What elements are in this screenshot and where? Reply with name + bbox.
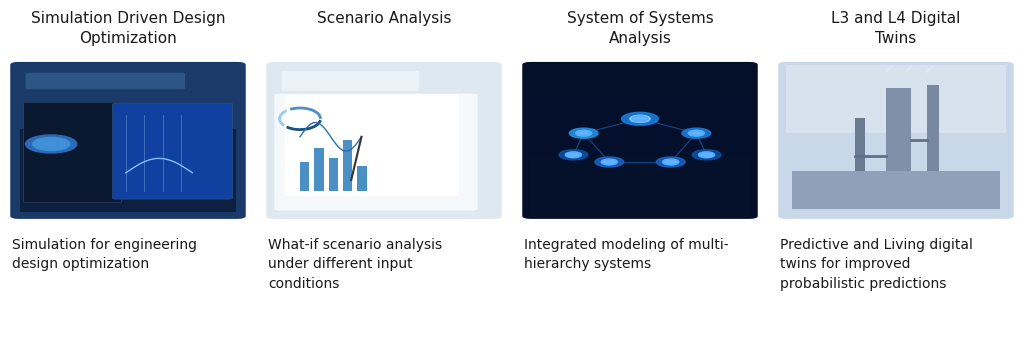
Text: Scenario Analysis: Scenario Analysis <box>316 11 452 26</box>
Circle shape <box>601 159 617 165</box>
Circle shape <box>698 152 715 158</box>
Circle shape <box>630 115 650 122</box>
FancyBboxPatch shape <box>10 62 246 219</box>
FancyBboxPatch shape <box>530 156 750 186</box>
Circle shape <box>632 116 648 122</box>
FancyBboxPatch shape <box>778 62 1014 219</box>
Circle shape <box>33 138 70 150</box>
Circle shape <box>688 130 705 136</box>
Circle shape <box>622 112 658 125</box>
Circle shape <box>26 135 77 153</box>
Text: Predictive and Living digital
twins for improved
probabilistic predictions: Predictive and Living digital twins for … <box>780 238 973 291</box>
Text: Simulation Driven Design
Optimization: Simulation Driven Design Optimization <box>31 11 225 46</box>
Circle shape <box>565 152 582 158</box>
FancyBboxPatch shape <box>530 186 750 216</box>
Bar <box>927 85 939 198</box>
FancyBboxPatch shape <box>113 103 232 199</box>
Circle shape <box>656 157 685 167</box>
Bar <box>329 158 338 191</box>
Text: What-if scenario analysis
under different input
conditions: What-if scenario analysis under differen… <box>268 238 442 291</box>
Circle shape <box>601 159 617 165</box>
Bar <box>20 129 236 212</box>
FancyBboxPatch shape <box>522 62 758 219</box>
Circle shape <box>692 150 721 160</box>
Circle shape <box>575 130 592 136</box>
FancyBboxPatch shape <box>285 94 459 196</box>
FancyBboxPatch shape <box>786 65 1006 133</box>
FancyBboxPatch shape <box>530 65 750 95</box>
Circle shape <box>595 157 624 167</box>
Text: Simulation for engineering
design optimization: Simulation for engineering design optimi… <box>12 238 198 271</box>
FancyBboxPatch shape <box>530 95 750 125</box>
Bar <box>855 118 865 202</box>
Bar <box>792 171 1000 209</box>
Bar <box>886 88 911 209</box>
Circle shape <box>688 130 705 136</box>
FancyBboxPatch shape <box>274 94 477 211</box>
Circle shape <box>682 128 711 138</box>
Text: Integrated modeling of multi-
hierarchy systems: Integrated modeling of multi- hierarchy … <box>524 238 729 271</box>
Bar <box>343 140 352 191</box>
Circle shape <box>559 150 588 160</box>
Bar <box>314 148 324 191</box>
Text: System of Systems
Analysis: System of Systems Analysis <box>566 11 714 46</box>
Circle shape <box>663 159 679 165</box>
Bar <box>300 162 309 191</box>
Circle shape <box>565 152 582 158</box>
FancyBboxPatch shape <box>266 62 502 219</box>
FancyBboxPatch shape <box>530 125 750 156</box>
Text: L3 and L4 Digital
Twins: L3 and L4 Digital Twins <box>831 11 961 46</box>
Circle shape <box>575 130 592 136</box>
Circle shape <box>698 152 715 158</box>
Circle shape <box>663 159 679 165</box>
FancyBboxPatch shape <box>26 73 185 89</box>
Circle shape <box>569 128 598 138</box>
FancyBboxPatch shape <box>24 102 122 203</box>
Bar <box>357 166 367 191</box>
FancyBboxPatch shape <box>282 71 419 91</box>
